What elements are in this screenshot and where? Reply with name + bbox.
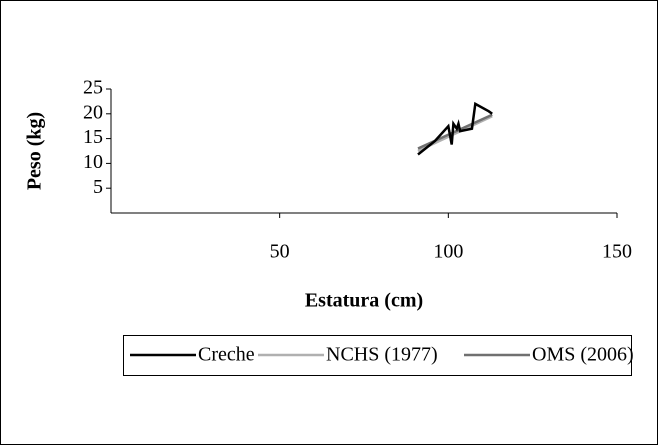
data-line	[417, 101, 493, 156]
legend-box	[123, 335, 632, 376]
x-tick-label: 100	[433, 241, 463, 263]
y-axis-label: Peso (kg)	[24, 112, 46, 190]
x-tick-label: 150	[602, 241, 632, 263]
y-tick-label: 25	[83, 77, 103, 99]
y-tick-label: 10	[83, 151, 103, 173]
x-axis-label: Estatura (cm)	[305, 290, 423, 312]
legend-label: Creche	[198, 344, 255, 366]
legend-label: NCHS (1977)	[326, 344, 438, 366]
data-line	[417, 113, 493, 150]
y-tick-label: 20	[83, 101, 103, 123]
legend-label: OMS (2006)	[532, 344, 634, 366]
x-tick-label: 50	[270, 241, 290, 263]
y-tick-label: 5	[93, 176, 103, 198]
y-tick-label: 15	[83, 126, 103, 148]
